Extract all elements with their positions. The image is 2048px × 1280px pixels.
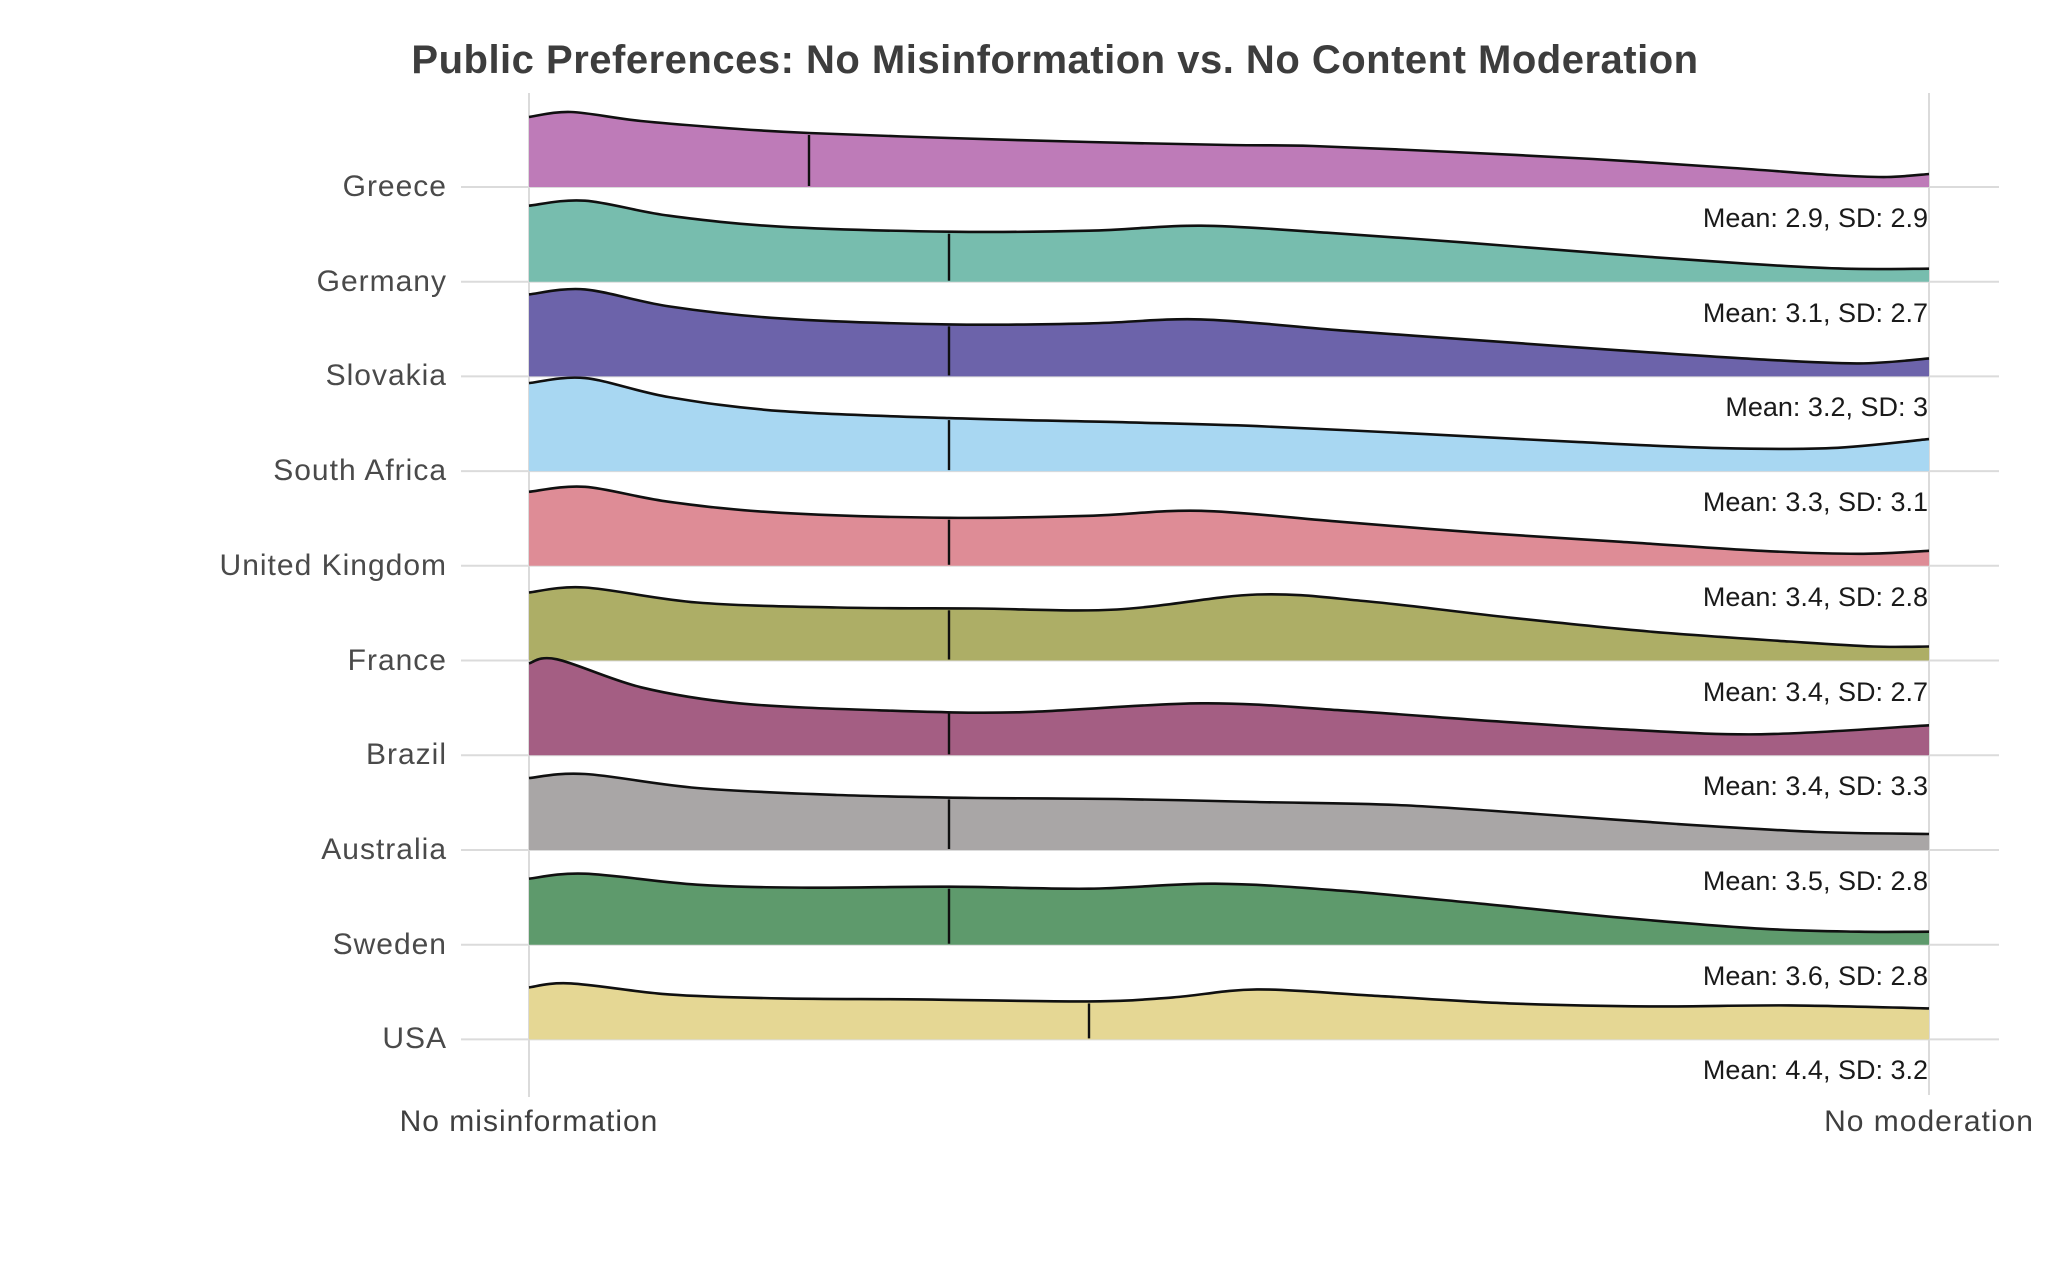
mean-sd-annotation: Mean: 4.4, SD: 3.2	[1702, 1055, 1928, 1086]
mean-sd-annotation: Mean: 2.9, SD: 2.9	[1702, 203, 1928, 233]
ridge-greece	[528, 110, 1930, 187]
mean-sd-annotation: Mean: 3.1, SD: 2.7	[1702, 297, 1928, 328]
density-area	[529, 111, 1929, 187]
density-area	[529, 658, 1929, 756]
ridge-sweden	[528, 872, 1930, 945]
density-area	[529, 587, 1929, 661]
country-label-australia: Australia	[321, 832, 447, 866]
density-area	[529, 873, 1929, 945]
mean-sd-annotation: Mean: 3.4, SD: 2.8	[1702, 581, 1928, 612]
country-label-south-africa: South Africa	[273, 454, 447, 488]
country-label-usa: USA	[382, 1022, 447, 1056]
density-area	[529, 486, 1929, 566]
ridge-france	[528, 585, 1930, 661]
mean-sd-annotation: Mean: 3.6, SD: 2.8	[1702, 960, 1928, 991]
ridge-slovakia	[528, 287, 1930, 377]
chart-title: Public Preferences: No Misinformation vs…	[411, 38, 1699, 82]
density-area	[529, 983, 1929, 1040]
density-outline	[528, 872, 1930, 934]
x-axis-label-right: No moderation	[1824, 1105, 2034, 1138]
mean-sd-annotation: Mean: 3.5, SD: 2.8	[1702, 865, 1928, 896]
country-label-france: France	[347, 643, 447, 677]
mean-sd-annotation: Mean: 3.4, SD: 2.7	[1702, 676, 1928, 707]
ridge-usa	[528, 981, 1930, 1040]
density-area	[529, 377, 1929, 472]
density-outline	[528, 199, 1930, 271]
density-outline	[528, 287, 1930, 365]
density-outline	[528, 772, 1930, 836]
ridge-united-kingdom	[528, 485, 1930, 566]
density-area	[529, 200, 1929, 282]
ridge-brazil	[528, 656, 1930, 756]
x-axis-label-left: No misinformation	[399, 1105, 659, 1138]
density-outline	[528, 485, 1930, 556]
mean-sd-annotation: Mean: 3.4, SD: 3.3	[1702, 771, 1928, 802]
mean-sd-annotation: Mean: 3.2, SD: 3	[1725, 392, 1928, 423]
density-area	[529, 773, 1929, 850]
density-area	[529, 289, 1929, 377]
country-label-united-kingdom: United Kingdom	[219, 548, 447, 582]
density-outline	[528, 585, 1930, 649]
density-outline	[528, 981, 1930, 1010]
ridge-south-africa	[528, 376, 1930, 472]
ridge-germany	[528, 199, 1930, 282]
density-outline	[528, 656, 1930, 736]
country-label-slovakia: Slovakia	[325, 359, 447, 393]
country-label-brazil: Brazil	[365, 738, 447, 772]
country-label-greece: Greece	[342, 170, 447, 203]
country-label-germany: Germany	[316, 264, 447, 298]
country-label-sweden: Sweden	[332, 927, 447, 961]
density-outline	[528, 376, 1930, 451]
density-outline	[528, 110, 1930, 179]
ridge-australia	[528, 772, 1930, 850]
mean-sd-annotation: Mean: 3.3, SD: 3.1	[1702, 487, 1928, 518]
